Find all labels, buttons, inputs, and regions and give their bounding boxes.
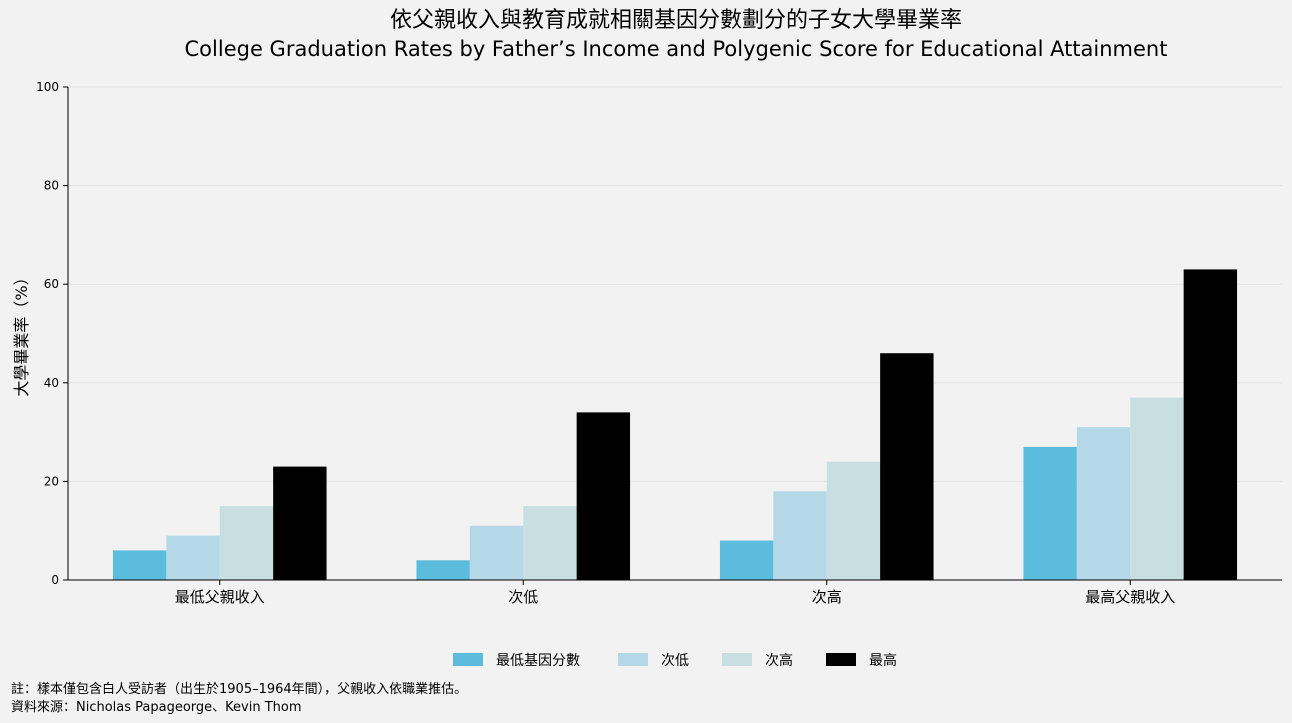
legend: 最低基因分數 次低 次高 最高 <box>453 652 897 669</box>
y-tick-label: 20 <box>44 474 59 488</box>
bar <box>719 540 774 580</box>
bar <box>880 353 934 580</box>
chart-subtitle: College Graduation Rates by Father’s Inc… <box>185 37 1168 61</box>
bar <box>523 506 577 580</box>
legend-swatch <box>618 653 648 666</box>
bar <box>1183 269 1238 580</box>
legend-swatch <box>826 653 856 666</box>
footnote: 註：樣本僅包含白人受訪者（出生於1905–1964年間），父親收入依職業推估。 <box>11 682 468 697</box>
bar <box>576 412 631 580</box>
legend-swatch <box>453 653 483 666</box>
bar <box>826 461 881 580</box>
y-tick-label: 60 <box>44 277 59 291</box>
x-tick-label: 次低 <box>508 588 538 606</box>
y-tick-label: 80 <box>44 179 59 193</box>
x-tick-label: 最高父親收入 <box>1085 588 1175 606</box>
y-tick-label: 40 <box>44 376 59 390</box>
bar <box>1023 446 1077 580</box>
gridlines <box>68 86 1282 482</box>
legend-label: 次低 <box>661 653 689 669</box>
bar <box>112 550 167 580</box>
bar <box>273 466 327 580</box>
bar <box>1076 427 1131 580</box>
bar <box>166 535 220 580</box>
bar <box>773 491 827 580</box>
source-note: 資料來源：Nicholas Papageorge、Kevin Thom <box>11 700 302 715</box>
legend-label: 最高 <box>869 652 897 669</box>
bar <box>219 506 274 580</box>
legend-label: 最低基因分數 <box>496 652 580 669</box>
bar <box>416 560 470 580</box>
bar <box>469 525 524 580</box>
legend-swatch <box>722 653 752 666</box>
y-tick-label: 100 <box>36 80 59 94</box>
legend-label: 次高 <box>765 652 793 669</box>
axes: 0 20 40 60 80 100 最低父親收入 次低 次高 最高父親收入 <box>36 80 1282 606</box>
x-tick-label: 最低父親收入 <box>175 588 265 606</box>
bar <box>1130 397 1184 580</box>
x-tick-label: 次高 <box>812 588 842 606</box>
chart-title: 依父親收入與教育成就相關基因分數劃分的子女大學畢業率 <box>390 8 962 33</box>
bars <box>112 269 1238 580</box>
y-axis-label: 大學畢業率（%） <box>12 269 31 396</box>
y-tick-label: 0 <box>51 573 59 587</box>
